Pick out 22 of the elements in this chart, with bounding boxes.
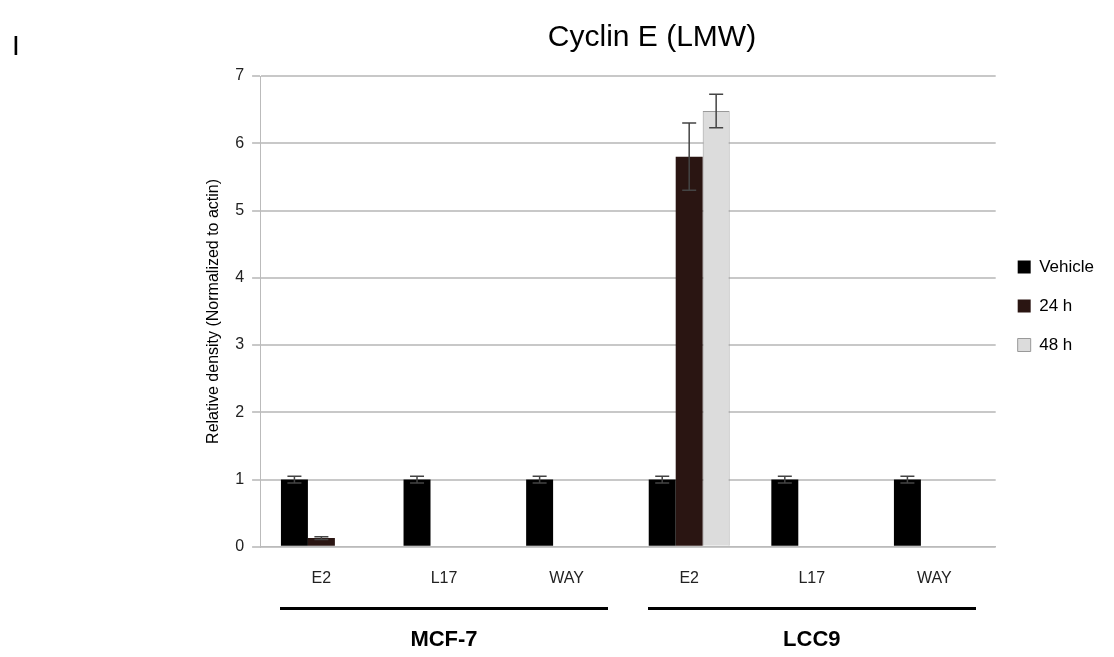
y-axis-title: Relative density (Normalized to actin) — [204, 178, 222, 444]
y-tick-label: 4 — [235, 268, 245, 286]
chart-title: Cyclin E (LMW) — [547, 19, 757, 53]
legend-label: Vehicle — [1039, 256, 1095, 276]
x-tick-label: L17 — [798, 568, 826, 586]
y-tick-label: 0 — [235, 537, 245, 555]
y-tick-label: 2 — [235, 402, 245, 420]
y-tick-label: 3 — [235, 335, 245, 353]
text: LCC9 — [783, 626, 841, 652]
x-tick-label: E2 — [311, 568, 332, 586]
text: MCF-7 — [410, 626, 478, 652]
x-tick-label: WAY — [917, 568, 953, 586]
y-tick-label: 5 — [235, 200, 245, 218]
y-tick-label: 1 — [235, 469, 245, 487]
x-tick-label: L17 — [430, 568, 458, 586]
legend-label: 24 h — [1039, 295, 1073, 315]
legend-label: 48 h — [1039, 334, 1073, 354]
y-tick-label: 6 — [235, 133, 245, 151]
x-tick-label: E2 — [679, 568, 700, 586]
text: I — [12, 29, 20, 61]
x-tick-label: WAY — [549, 568, 585, 586]
y-tick-label: 7 — [235, 66, 245, 84]
